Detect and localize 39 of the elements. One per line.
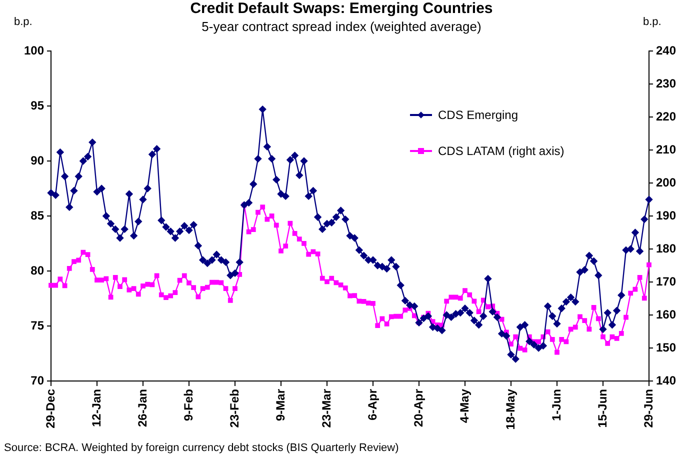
y2-tick-label: 210 <box>656 142 676 156</box>
x-tick-label: 1-Jun <box>549 389 564 422</box>
y2-tick-label: 160 <box>656 307 676 322</box>
y-tick-label: 70 <box>30 373 44 388</box>
y2-tick-label: 200 <box>656 175 676 190</box>
x-tick-label: 29-Jun <box>641 389 656 428</box>
y2-tick-label: 170 <box>656 274 676 288</box>
x-tick-label: 9-Mar <box>273 388 288 422</box>
legend-label: CDS Emerging <box>438 108 518 122</box>
source-note: Source: BCRA. Weighted by foreign currency debt stocks (BIS Quarterly Review) <box>4 442 399 454</box>
y-tick-label: 95 <box>30 98 44 112</box>
x-tick-label: 4-May <box>457 388 472 424</box>
y-tick-label: 75 <box>30 318 44 332</box>
x-tick-label: 29-Dec <box>43 388 58 428</box>
y-tick-label: 80 <box>30 263 44 278</box>
x-tick-label: 20-Apr <box>411 388 426 428</box>
y2-tick-label: 190 <box>656 208 676 222</box>
y2-tick-label: 240 <box>656 43 676 58</box>
x-tick-label: 12-Jan <box>89 389 104 428</box>
chart-subtitle: 5-year contract spread index (weighted average) <box>202 19 482 34</box>
x-tick-label: 23-Feb <box>227 389 242 428</box>
y2-tick-label: 140 <box>656 373 676 388</box>
y-tick-label: 85 <box>30 208 44 222</box>
y-tick-label: 100 <box>24 43 44 58</box>
y2-axis-title: b.p. <box>643 16 662 28</box>
y-tick-label: 90 <box>30 153 44 168</box>
x-tick-label: 15-Jun <box>595 389 610 428</box>
x-tick-label: 23-Mar <box>319 388 334 428</box>
y2-tick-label: 230 <box>656 76 676 90</box>
y2-tick-label: 150 <box>656 340 676 354</box>
legend-label: CDS LATAM (right axis) <box>438 144 564 158</box>
x-tick-label: 18-May <box>503 388 518 430</box>
x-tick-label: 9-Feb <box>181 389 196 422</box>
y2-tick-label: 220 <box>656 109 676 124</box>
x-tick-label: 6-Apr <box>365 388 380 420</box>
chart-title: Credit Default Swaps: Emerging Countries <box>189 0 494 17</box>
x-tick-label: 26-Jan <box>135 389 150 428</box>
y2-tick-label: 180 <box>656 241 676 256</box>
y-axis-title: b.p. <box>14 16 32 28</box>
